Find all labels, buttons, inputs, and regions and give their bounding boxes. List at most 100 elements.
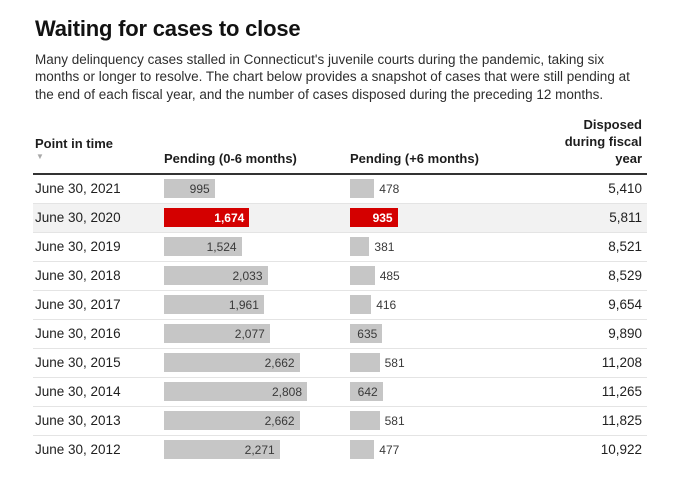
pending-6-plus-bar: 381 (350, 237, 394, 257)
pending-0-6-bar: 2,271 (164, 440, 280, 460)
table-row: June 30, 2019 1,524 381 8,521 (33, 233, 647, 262)
pending-6-plus-bar: 635 (350, 324, 383, 344)
pending-6-plus-bar-cell: 485 (350, 266, 520, 286)
row-date: June 30, 2017 (35, 297, 121, 313)
pending-6-plus-bar-cell: 935 (350, 208, 520, 228)
table-row: June 30, 2020 1,674 935 5,811 (33, 203, 647, 233)
pending-6-plus-bar-cell: 381 (350, 237, 520, 257)
disposed-value: 9,654 (608, 297, 642, 313)
pending-6-plus-value: 935 (372, 210, 393, 225)
table-row: June 30, 2014 2,808 642 11,265 (33, 378, 647, 407)
pending-0-6-bar: 2,662 (164, 411, 300, 431)
table-row: June 30, 2016 2,077 635 9,890 (33, 320, 647, 349)
pending-6-plus-bar: 485 (350, 266, 400, 286)
column-header-label: Point in time (35, 136, 113, 152)
pending-0-6-bar: 1,674 (164, 208, 250, 228)
page: Waiting for cases to close Many delinque… (0, 16, 673, 464)
table-row: June 30, 2015 2,662 581 11,208 (33, 349, 647, 378)
table-row: June 30, 2013 2,662 581 11,825 (33, 407, 647, 436)
pending-0-6-value: 2,808 (271, 384, 302, 399)
pending-0-6-bar: 2,808 (164, 382, 307, 402)
pending-6-plus-value: 635 (357, 326, 378, 341)
row-date: June 30, 2018 (35, 268, 121, 284)
pending-6-plus-bar: 416 (350, 295, 396, 315)
disposed-value: 8,529 (608, 268, 642, 284)
disposed-value: 11,208 (601, 355, 642, 371)
pending-0-6-value: 2,662 (264, 413, 295, 428)
column-header-pending-0-6: Pending (0-6 months) (164, 151, 297, 167)
column-header-pending-6-plus: Pending (+6 months) (350, 151, 479, 167)
pending-0-6-value: 2,271 (244, 442, 275, 457)
pending-0-6-bar: 1,961 (164, 295, 264, 315)
pending-6-plus-bar: 478 (350, 179, 399, 199)
pending-6-plus-value: 416 (376, 297, 397, 312)
pending-6-plus-bar: 581 (350, 353, 405, 373)
disposed-value: 5,410 (608, 181, 642, 197)
pending-0-6-bar-cell: 2,662 (164, 411, 350, 431)
row-date: June 30, 2014 (35, 384, 121, 400)
row-date: June 30, 2015 (35, 355, 121, 371)
pending-0-6-bar-cell: 2,808 (164, 382, 350, 402)
disposed-value: 9,890 (608, 326, 642, 342)
pending-0-6-value: 1,674 (214, 210, 245, 225)
pending-0-6-value: 2,077 (234, 326, 265, 341)
chart-description: Many delinquency cases stalled in Connec… (35, 52, 630, 102)
pending-6-plus-value: 581 (384, 413, 405, 428)
pending-0-6-bar: 2,077 (164, 324, 270, 344)
pending-6-plus-bar-cell: 477 (350, 440, 520, 460)
row-date: June 30, 2019 (35, 239, 121, 255)
pending-0-6-value: 2,033 (232, 268, 263, 283)
pending-6-plus-bar-cell: 581 (350, 411, 520, 431)
disposed-value: 10,922 (600, 442, 642, 458)
row-date: June 30, 2020 (35, 210, 121, 226)
pending-6-plus-bar-cell: 478 (350, 179, 520, 199)
pending-0-6-value: 1,961 (228, 297, 259, 312)
pending-6-plus-value: 485 (379, 268, 400, 283)
sort-descending-icon[interactable]: ▼ (36, 152, 44, 162)
table-body: June 30, 2021 995 478 5,410 June 30, 202… (33, 175, 647, 464)
pending-0-6-bar-cell: 2,077 (164, 324, 350, 344)
disposed-value: 5,811 (609, 210, 642, 226)
disposed-value: 11,265 (601, 384, 642, 400)
page-title: Waiting for cases to close (35, 16, 301, 41)
disposed-value: 8,521 (608, 239, 642, 255)
row-date: June 30, 2016 (35, 326, 121, 342)
table-row: June 30, 2017 1,961 416 9,654 (33, 291, 647, 320)
pending-0-6-bar-cell: 995 (164, 179, 350, 199)
pending-6-plus-bar: 935 (350, 208, 398, 228)
table-row: June 30, 2021 995 478 5,410 (33, 175, 647, 204)
pending-6-plus-value: 581 (384, 355, 405, 370)
pending-0-6-bar-cell: 2,033 (164, 266, 350, 286)
row-date: June 30, 2021 (35, 181, 121, 197)
pending-6-plus-bar: 477 (350, 440, 399, 460)
pending-0-6-bar: 1,524 (164, 237, 242, 257)
disposed-value: 11,825 (601, 413, 642, 429)
pending-0-6-bar-cell: 1,674 (164, 208, 350, 228)
pending-6-plus-value: 642 (357, 384, 378, 399)
pending-6-plus-bar-cell: 635 (350, 324, 520, 344)
row-date: June 30, 2012 (35, 442, 121, 458)
column-header-disposed: Disposed during fiscal year (564, 116, 642, 166)
pending-6-plus-bar-cell: 581 (350, 353, 520, 373)
pending-0-6-value: 2,662 (264, 355, 295, 370)
pending-6-plus-bar-cell: 416 (350, 295, 520, 315)
pending-6-plus-bar-cell: 642 (350, 382, 520, 402)
pending-0-6-value: 995 (189, 181, 210, 196)
table-row: June 30, 2012 2,271 477 10,922 (33, 436, 647, 464)
pending-0-6-value: 1,524 (206, 239, 237, 254)
table-header-row: Point in time ▼ Pending (0-6 months) Pen… (33, 117, 647, 175)
data-table: Point in time ▼ Pending (0-6 months) Pen… (33, 117, 647, 464)
pending-6-plus-bar: 581 (350, 411, 405, 431)
pending-0-6-bar-cell: 1,961 (164, 295, 350, 315)
pending-0-6-bar: 2,662 (164, 353, 300, 373)
pending-0-6-bar-cell: 1,524 (164, 237, 350, 257)
pending-6-plus-value: 478 (379, 181, 400, 196)
pending-0-6-bar: 995 (164, 179, 215, 199)
pending-0-6-bar-cell: 2,271 (164, 440, 350, 460)
pending-6-plus-value: 381 (374, 239, 395, 254)
pending-6-plus-bar: 642 (350, 382, 383, 402)
pending-6-plus-value: 477 (379, 442, 400, 457)
table-row: June 30, 2018 2,033 485 8,529 (33, 262, 647, 291)
row-date: June 30, 2013 (35, 413, 121, 429)
column-header-point-in-time[interactable]: Point in time ▼ (33, 136, 164, 173)
